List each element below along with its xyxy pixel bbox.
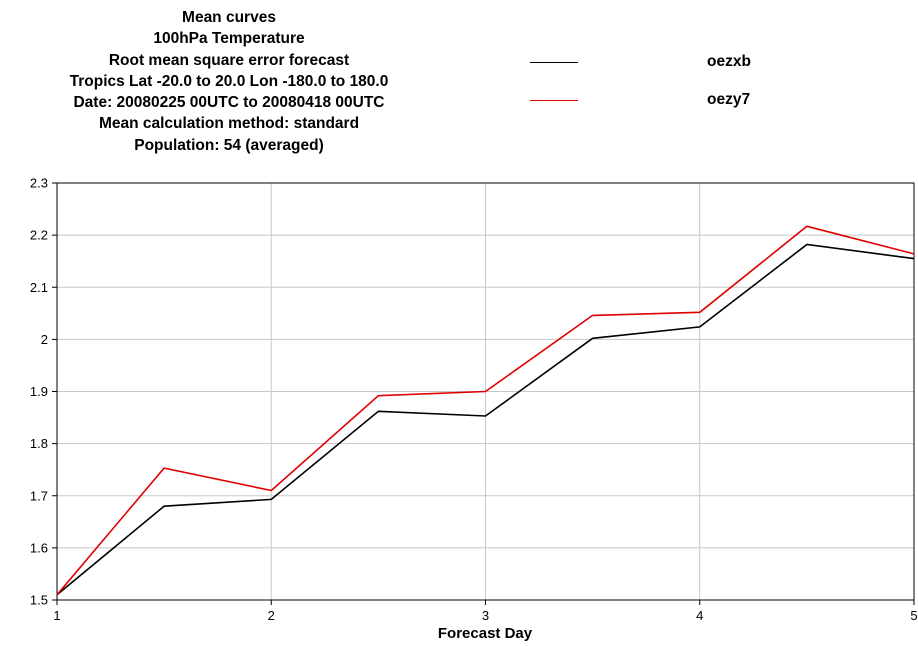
- chart-title: Mean curves 100hPa Temperature Root mean…: [0, 7, 458, 156]
- y-tick-label: 2: [41, 332, 48, 347]
- y-tick-label: 1.6: [30, 540, 48, 555]
- x-tick-label: 4: [696, 608, 703, 623]
- y-tick-label: 2.3: [30, 176, 48, 191]
- x-tick-label: 1: [53, 608, 60, 623]
- title-line: Tropics Lat -20.0 to 20.0 Lon -180.0 to …: [69, 72, 389, 90]
- title-line: Date: 20080225 00UTC to 20080418 00UTC: [73, 94, 385, 112]
- y-tick-label: 1.5: [30, 593, 48, 608]
- title-line: Mean curves: [182, 9, 276, 26]
- y-tick-label: 2.2: [30, 228, 48, 243]
- legend-swatch-oezxb: [530, 62, 578, 63]
- x-tick-label: 2: [268, 608, 275, 623]
- legend-label-oezy7: oezy7: [707, 91, 751, 108]
- title-line: Root mean square error forecast: [108, 51, 350, 69]
- legend: oezxb oezy7: [0, 0, 918, 140]
- legend-label-oezxb: oezxb: [707, 53, 751, 70]
- x-tick-label: 3: [482, 608, 489, 623]
- title-line: Population: 54 (averaged): [134, 136, 324, 154]
- legend-swatch-oezy7: [530, 100, 578, 101]
- y-tick-label: 2.1: [30, 280, 48, 295]
- y-tick-label: 1.7: [30, 488, 48, 503]
- title-line: Mean calculation method: standard: [98, 115, 360, 133]
- title-line: 100hPa Temperature: [153, 30, 305, 48]
- x-tick-label: 5: [910, 608, 917, 623]
- series-line-oezy7: [56, 225, 915, 596]
- y-tick-label: 1.8: [30, 436, 48, 451]
- x-axis-label: Forecast Day: [437, 625, 533, 642]
- series-line-oezxb: [56, 243, 915, 596]
- y-tick-label: 1.9: [30, 384, 48, 399]
